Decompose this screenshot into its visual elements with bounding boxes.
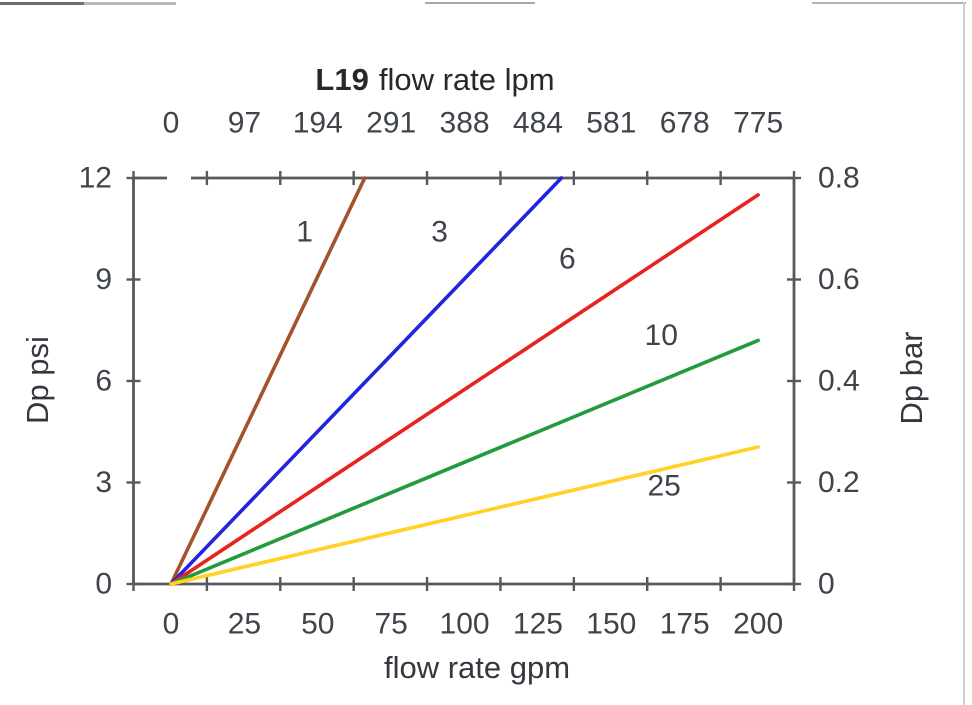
- bottom-axis-tick-label: 150: [586, 608, 636, 641]
- series-label-25: 25: [647, 469, 680, 502]
- series-label-10: 10: [645, 319, 678, 352]
- series-line-6: [169, 193, 760, 586]
- bottom-axis-tick-label: 0: [163, 608, 180, 641]
- right-axis-title: Dp bar: [894, 331, 929, 425]
- top-axis-tick-label: 194: [293, 107, 343, 140]
- top-axis-tick-label: 291: [366, 107, 416, 140]
- series-label-3: 3: [431, 216, 448, 249]
- chart-title-text: flow rate lpm: [378, 62, 555, 97]
- right-axis-tick-label: 0.4: [818, 365, 860, 398]
- top-axis-gap-artifact: [167, 172, 191, 184]
- left-axis-tick-label: 12: [79, 162, 112, 195]
- top-axis-tick-label: 775: [733, 107, 783, 140]
- series-line-1: [169, 176, 367, 586]
- left-axis-title: Dp psi: [20, 336, 55, 424]
- chart-title: L19 flow rate lpm: [315, 62, 554, 98]
- right-axis-tick-label: 0.8: [818, 162, 860, 195]
- series-label-6: 6: [559, 243, 576, 276]
- bottom-axis-tick-label: 175: [660, 608, 710, 641]
- left-axis-tick-label: 6: [95, 365, 112, 398]
- top-border-fragment-left-dark: [0, 2, 84, 5]
- top-axis-tick-label: 581: [586, 107, 636, 140]
- chart-title-model: L19: [315, 62, 369, 97]
- right-axis-tick-label: 0.2: [818, 466, 860, 499]
- bottom-axis-tick-label: 200: [733, 608, 783, 641]
- bottom-axis-tick-label: 100: [440, 608, 490, 641]
- bottom-axis-tick-label: 125: [513, 608, 563, 641]
- left-axis-tick-label: 0: [95, 568, 112, 601]
- top-axis-tick-label: 678: [660, 107, 710, 140]
- bottom-axis-tick-label: 50: [301, 608, 334, 641]
- top-border-fragment-right: [812, 2, 966, 4]
- top-border-fragment-middle: [425, 2, 535, 4]
- bottom-axis-title: flow rate gpm: [383, 650, 571, 685]
- bottom-axis-tick-label: 75: [374, 608, 407, 641]
- series-line-3: [169, 176, 564, 586]
- right-axis-tick-label: 0.6: [818, 263, 860, 296]
- top-axis-tick-label: 0: [163, 107, 180, 140]
- top-border-fragment-left-light: [84, 2, 176, 5]
- right-axis-tick-label: 0: [818, 568, 835, 601]
- top-axis-tick-label: 484: [513, 107, 563, 140]
- top-axis-tick-label: 97: [228, 107, 261, 140]
- top-axis-tick-label: 388: [440, 107, 490, 140]
- left-axis-tick-label: 9: [95, 263, 112, 296]
- bottom-axis-tick-label: 25: [228, 608, 261, 641]
- right-border-line: [963, 2, 965, 705]
- left-axis-tick-label: 3: [95, 466, 112, 499]
- series-line-25: [169, 445, 760, 586]
- series-label-1: 1: [296, 216, 313, 249]
- series-line-10: [169, 338, 760, 586]
